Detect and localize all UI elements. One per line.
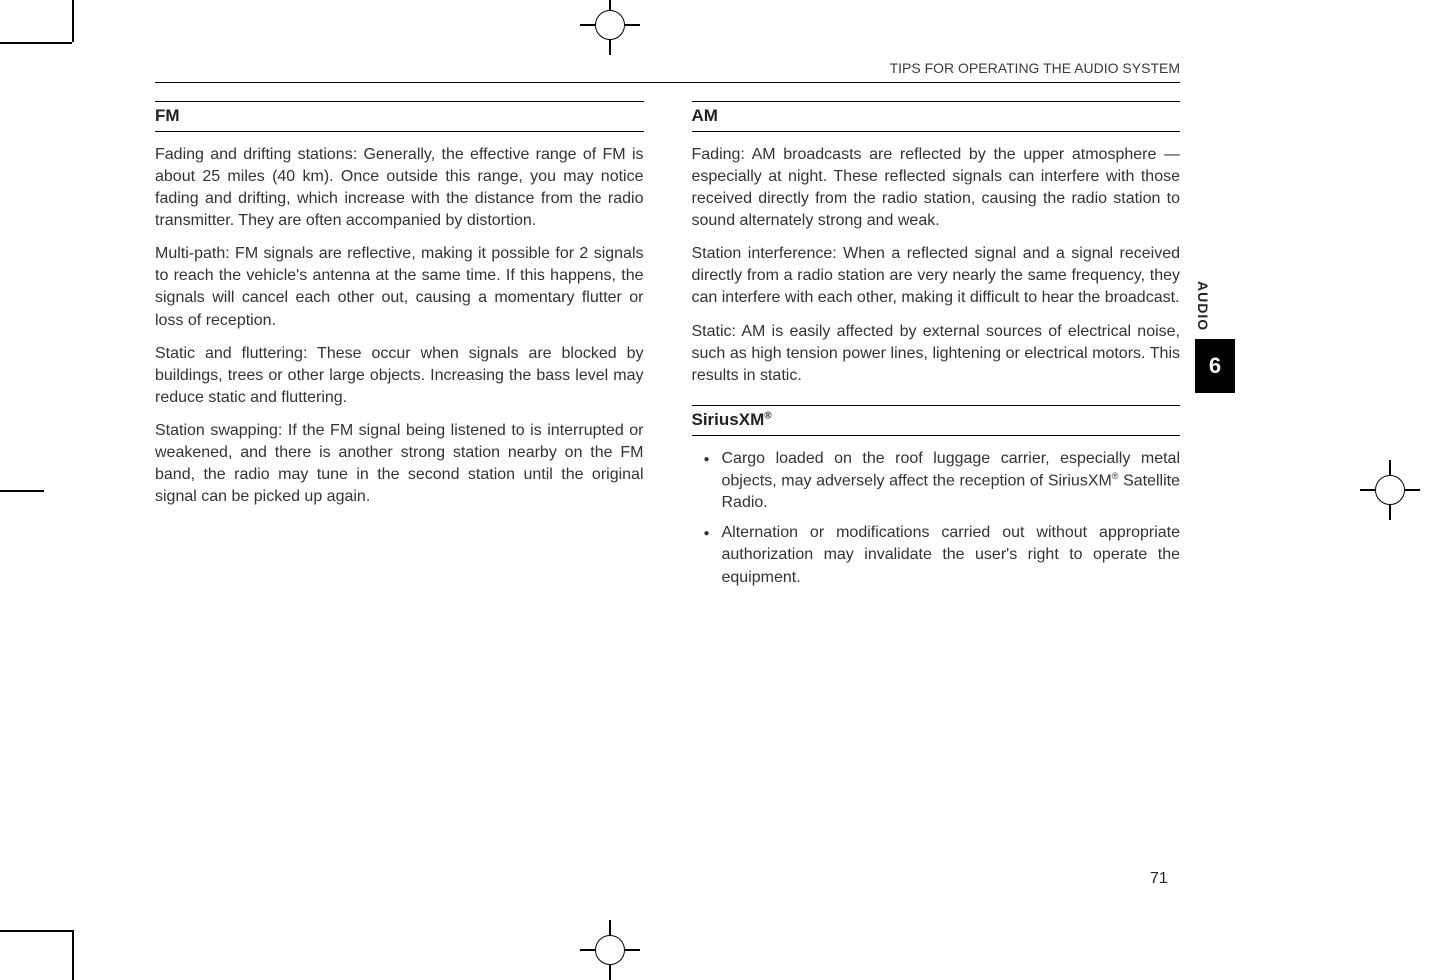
section-title-fm: FM [155,101,644,132]
sidebar-section-label: AUDIO [1195,275,1211,337]
header-rule [155,82,1180,83]
crop-mark [0,930,72,932]
header-label: TIPS FOR OPERATING THE AUDIO SYSTEM [155,60,1180,82]
paragraph: Station swapping: If the FM signal being… [155,420,644,508]
page-number: 71 [1150,870,1168,888]
paragraph: Static: AM is easily affected by externa… [692,321,1181,387]
crop-mark [0,490,44,492]
paragraph: Multi-path: FM signals are reflective, m… [155,243,644,331]
list-item: Cargo loaded on the roof luggage carrier… [722,448,1181,515]
crop-mark [0,42,72,44]
registered-mark-icon: ® [764,410,771,421]
bullet-list: Cargo loaded on the roof luggage carrier… [692,448,1181,589]
sidebar: AUDIO 6 [1195,275,1235,393]
paragraph: Station interference: When a reflected s… [692,243,1181,309]
crop-mark [72,0,74,42]
paragraph: Static and fluttering: These occur when … [155,343,644,409]
columns: FM Fading and drifting stations: General… [155,101,1180,597]
list-item-text: Cargo loaded on the roof luggage carrier… [722,450,1181,489]
page-root: TIPS FOR OPERATING THE AUDIO SYSTEM FM F… [0,0,1429,980]
siriusxm-title-text: SiriusXM [692,410,765,429]
registration-mark-icon [580,920,640,980]
registration-mark-icon [580,0,640,55]
section-title-am: AM [692,101,1181,132]
left-column: FM Fading and drifting stations: General… [155,101,644,597]
paragraph: Fading and drifting stations: Generally,… [155,144,644,232]
section-title-siriusxm: SiriusXM® [692,405,1181,436]
list-item: Alternation or modifications carried out… [722,522,1181,588]
content-area: TIPS FOR OPERATING THE AUDIO SYSTEM FM F… [155,60,1180,597]
crop-mark [72,930,74,980]
paragraph: Fading: AM broadcasts are reflected by t… [692,144,1181,232]
registration-mark-icon [1360,460,1420,520]
sidebar-section-number: 6 [1195,339,1235,393]
right-column: AM Fading: AM broadcasts are reflected b… [692,101,1181,597]
